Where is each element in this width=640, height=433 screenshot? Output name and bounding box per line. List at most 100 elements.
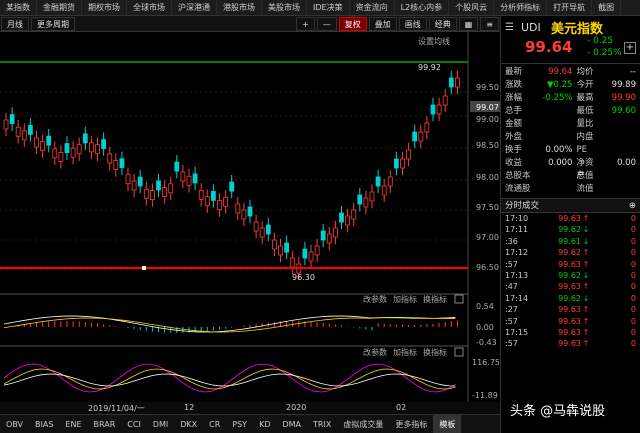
menu-item[interactable]: 沪深港通 <box>172 0 217 15</box>
macd-dea-line <box>3 316 456 333</box>
trade-row: :57 99.63 ↑ 0 <box>501 259 640 270</box>
stat-value <box>600 170 636 183</box>
trade-time: 17:11 <box>505 225 529 235</box>
stat-label: 涨跌 <box>505 80 523 90</box>
candle-body <box>381 185 387 196</box>
candle-body <box>89 142 94 153</box>
candle-body <box>387 176 393 187</box>
stat-label: 最高 <box>576 93 594 103</box>
menu-item[interactable]: L2核心内参 <box>395 0 450 15</box>
kdj-tick: -11.89 <box>472 391 498 400</box>
menu-item[interactable]: 资金流向 <box>350 0 395 15</box>
menu-item[interactable]: 打开导航 <box>547 0 593 15</box>
trade-row: :57 99.63 ↑ 0 <box>501 316 640 327</box>
time-label-start: 2019/11/04/一 <box>88 404 145 413</box>
kdj-tick: 116.75 <box>472 358 500 367</box>
list-icon[interactable]: ≡ <box>480 16 499 31</box>
stat-label: 量比 <box>576 119 594 129</box>
candle-body <box>174 161 180 172</box>
stat-label: 总值 <box>576 171 594 181</box>
stat-row: 收益 0.000 净资产 0.00 <box>505 157 636 181</box>
indicator-tab[interactable]: DKX <box>180 419 198 429</box>
trade-volume: 0 <box>630 282 636 292</box>
chart-toolbar: 月线 更多周期 + — 复权 叠加 画线 经典 ▦ ≡ <box>0 16 500 32</box>
menu-item[interactable]: 某指数 <box>0 0 37 15</box>
trade-price: 99.63 <box>558 327 581 337</box>
arrow-up-icon: ↑ <box>582 282 590 292</box>
classic-button[interactable]: 经典 <box>428 16 457 31</box>
stat-label: 外盘 <box>505 132 523 142</box>
menu-item[interactable]: 金融期货 <box>37 0 82 15</box>
time-label-dec: 12 <box>184 403 195 412</box>
candle-body <box>34 137 39 148</box>
stats-table: 最新 99.64 均价 -- 涨跌 ▼0.25 今开 99.89 涨幅 -0.25% 最高 99.90… <box>501 64 640 199</box>
candle-body <box>241 209 247 220</box>
overlay-button[interactable]: 叠加 <box>368 16 397 31</box>
candle-body <box>436 104 442 115</box>
price-tick: 98.00 <box>476 173 499 182</box>
expand-icon[interactable]: ⊕ <box>628 201 636 211</box>
period-month-button[interactable]: 月线 <box>1 16 29 31</box>
menu-item[interactable]: IDE决策 <box>307 0 350 15</box>
draw-button[interactable]: 画线 <box>398 16 427 31</box>
indicator-tab[interactable]: 虚拟成交量 <box>343 419 384 429</box>
zoom-out-button[interactable]: — <box>316 16 337 31</box>
candle-body <box>186 175 192 186</box>
more-periods-button[interactable]: 更多周期 <box>31 16 75 31</box>
indicator-tab[interactable]: DMA <box>282 419 302 429</box>
indicator-tab[interactable]: CCI <box>127 419 141 429</box>
trades-title: 分时成交 <box>505 201 540 211</box>
high-price-label: 99.92 <box>418 63 441 72</box>
indicator-tab[interactable]: 更多指标 <box>395 419 428 429</box>
indicator-tab[interactable]: TRIX <box>313 419 332 429</box>
indicator-tab[interactable]: CR <box>209 419 221 429</box>
candle-body <box>369 191 375 202</box>
indicator-tab[interactable]: ENE <box>65 419 82 429</box>
stat-value: -0.25% <box>542 93 573 103</box>
candle-body <box>351 209 357 220</box>
trade-row: :47 99.63 ↑ 0 <box>501 281 640 292</box>
indicator-tab[interactable]: DMI <box>152 419 169 429</box>
add-watchlist-button[interactable]: + <box>624 42 636 54</box>
candle-body <box>412 131 418 142</box>
quote-header: ☰ UDI 美元指数 99.64 - 0.25 - 0.25% + <box>501 16 640 64</box>
indicator-tab[interactable]: KD <box>259 419 271 429</box>
menu-icon[interactable]: ☰ <box>505 22 514 33</box>
trade-row: 17:13 99.62 ↓ 0 <box>501 270 640 281</box>
indicator-tab[interactable]: PSY <box>232 419 248 429</box>
candle-body <box>290 257 296 268</box>
trade-row: :57 99.63 ↑ 0 <box>501 338 640 349</box>
grid-icon[interactable]: ▦ <box>458 16 479 31</box>
menu-item[interactable]: 港股市场 <box>217 0 262 15</box>
candle-body <box>339 212 344 223</box>
candle-body <box>320 230 326 241</box>
kline-chart[interactable]: 99.50 99.00 98.50 98.00 97.50 97.00 96.50 99.07… <box>0 32 500 402</box>
trade-volume: 0 <box>630 305 636 315</box>
menu-item[interactable]: 美股市场 <box>262 0 307 15</box>
indicator-tab[interactable]: BRAR <box>93 419 116 429</box>
menu-item[interactable]: 截图 <box>592 0 622 15</box>
stat-label: 最新 <box>505 67 523 77</box>
menu-item[interactable]: 个股风云 <box>449 0 495 15</box>
adjust-button[interactable]: 复权 <box>338 16 367 31</box>
menu-item[interactable]: 全球市场 <box>127 0 172 15</box>
watermark: 头条 @马犇说股 <box>510 404 606 419</box>
stat-label: 今开 <box>576 80 594 90</box>
candle-body <box>308 251 314 262</box>
indicator-tab[interactable]: BIAS <box>35 419 54 429</box>
edit-params-link: 改参数 <box>363 347 387 357</box>
arrow-down-icon: ↓ <box>582 270 590 280</box>
arrow-up-icon: ↑ <box>582 327 590 337</box>
candle-body <box>143 188 149 199</box>
indicator-tab[interactable]: OBV <box>6 419 24 429</box>
trade-time: 17:10 <box>505 214 529 223</box>
zoom-in-button[interactable]: + <box>296 16 315 31</box>
stat-value <box>533 183 573 196</box>
menu-item[interactable]: 分析师指标 <box>494 0 548 15</box>
price-tick: 99.50 <box>476 83 499 92</box>
stat-label: 涨幅 <box>505 93 523 103</box>
menu-item[interactable]: 期权市场 <box>82 0 127 15</box>
trade-price: 99.63 <box>558 305 581 315</box>
indicator-tab[interactable]: 模板 <box>433 415 462 433</box>
candle-body <box>137 176 143 187</box>
